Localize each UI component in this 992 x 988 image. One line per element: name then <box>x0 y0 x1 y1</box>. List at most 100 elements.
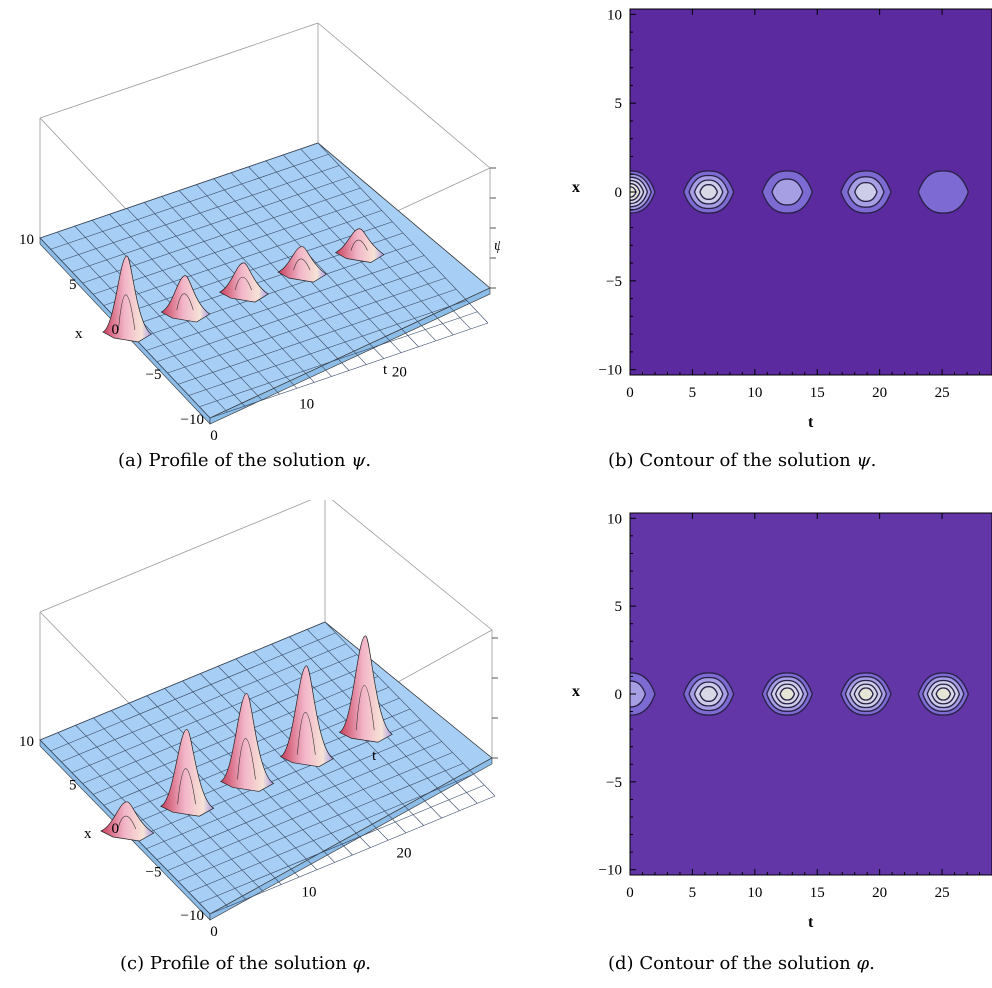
axis-label-z: ψ <box>494 238 500 254</box>
x-tick-label: 20 <box>872 385 887 401</box>
x-tick-label: 5 <box>689 885 697 901</box>
axis-label-x: x <box>572 683 580 700</box>
y-tick-label: 10 <box>607 511 622 527</box>
peak-mesh-line <box>234 276 252 291</box>
contour-plot-psi: 0 5 10 15 20 25 −10 −5 0 5 10 x t <box>572 7 992 431</box>
y-tick-label: 5 <box>615 599 623 615</box>
x-tick-label: 5 <box>69 778 77 794</box>
axis-label-x: x <box>572 179 580 196</box>
grid-line <box>188 773 474 893</box>
x-tick-label: 10 <box>747 885 762 901</box>
grid-line <box>82 665 368 784</box>
contour-ring <box>699 184 719 200</box>
box-edge <box>39 500 312 613</box>
x-tick-label: 10 <box>747 385 762 401</box>
caption-a: (a) Profile of the solution ψ. <box>118 450 372 471</box>
axis-label-x: x <box>84 826 92 842</box>
y-tick-label: 10 <box>607 7 622 23</box>
contour-ring <box>699 686 719 702</box>
x-tick-label: 15 <box>810 885 825 901</box>
surface-plot-psi: −10−50510010200.00.51.01.52.0 x t ψ <box>19 22 500 440</box>
box-edge <box>331 500 493 631</box>
contour-blob <box>682 170 735 214</box>
caption-c: (c) Profile of the solution φ. <box>120 953 371 974</box>
grid-line <box>93 198 372 295</box>
grid-line <box>146 730 432 850</box>
grid-line <box>156 741 442 860</box>
peak-mesh-line <box>355 685 375 731</box>
surface-peak <box>102 255 153 343</box>
grid-line <box>178 288 457 385</box>
x-tick-label: −10 <box>181 412 204 428</box>
grid-line <box>61 165 340 261</box>
surface-peak <box>338 635 393 743</box>
grid-line <box>178 763 464 882</box>
surface-peak <box>160 275 211 323</box>
box-edge <box>39 22 319 119</box>
axis-label-t: t <box>372 748 377 764</box>
grid-line <box>209 795 496 915</box>
x-tick-label: −5 <box>146 367 162 383</box>
grid-line <box>39 621 326 741</box>
t-tick-label: 20 <box>392 365 407 381</box>
contour-blob <box>917 672 970 716</box>
grid-line <box>61 643 347 763</box>
x-tick-label: 5 <box>69 277 77 293</box>
grid-line <box>167 752 453 871</box>
surface-edge <box>209 757 493 921</box>
peak-mesh-line <box>118 294 136 331</box>
peak-mesh-line <box>117 815 137 830</box>
surface-plane <box>39 621 493 915</box>
contour-ring <box>854 182 878 202</box>
caption-d: (d) Contour of the solution φ. <box>608 953 875 974</box>
surface-edge <box>209 287 491 425</box>
contour-ring <box>771 178 804 206</box>
x-tick-label: 0 <box>626 885 634 901</box>
x-tick-label: 20 <box>872 885 887 901</box>
axis-label-t: t <box>808 414 814 431</box>
x-tick-label: −10 <box>181 908 204 924</box>
contour-ring <box>630 680 647 708</box>
x-tick-label: 5 <box>689 385 697 401</box>
grid-line <box>199 311 478 408</box>
grid-line <box>167 277 446 374</box>
contour-blob <box>840 672 892 716</box>
contour-blob <box>630 672 656 716</box>
grid-line <box>50 632 336 752</box>
y-tick-label: 0 <box>615 185 623 201</box>
y-tick-label: −5 <box>606 274 622 290</box>
t-tick-label: 0 <box>210 924 218 940</box>
y-tick-label: −10 <box>599 863 622 879</box>
axis-label-t: t <box>383 362 388 378</box>
axis-label-x: x <box>75 326 83 342</box>
contour-blob <box>630 170 656 214</box>
contour-blob <box>917 170 970 214</box>
grid-line <box>50 153 329 250</box>
contour-blobs <box>630 170 970 214</box>
contour-blob <box>761 672 813 716</box>
x-tick-label: 0 <box>112 821 120 837</box>
surface-peak <box>160 729 215 817</box>
t-tick-label: 10 <box>299 396 314 412</box>
grid-line <box>71 176 350 273</box>
t-tick-label: 0 <box>210 428 218 440</box>
contour-blobs <box>630 672 970 716</box>
grid-line <box>114 221 393 318</box>
x-tick-label: 25 <box>935 885 950 901</box>
peak-mesh-line <box>176 293 194 311</box>
peak-mesh-line <box>177 768 196 805</box>
surface-peak <box>219 693 275 792</box>
surface-peak <box>100 801 155 842</box>
grid-line <box>199 784 485 904</box>
grid-line <box>156 266 435 363</box>
x-tick-label: −5 <box>146 865 162 881</box>
grid-line <box>209 322 489 419</box>
t-tick-label: 10 <box>302 885 317 901</box>
caption-b: (b) Contour of the solution ψ. <box>608 450 877 471</box>
x-tick-label: 0 <box>626 385 634 401</box>
box-edge <box>317 22 491 169</box>
x-tick-label: 10 <box>19 734 34 750</box>
y-tick-label: −5 <box>606 775 622 791</box>
contour-blob <box>761 170 813 214</box>
contour-ring <box>858 687 874 701</box>
